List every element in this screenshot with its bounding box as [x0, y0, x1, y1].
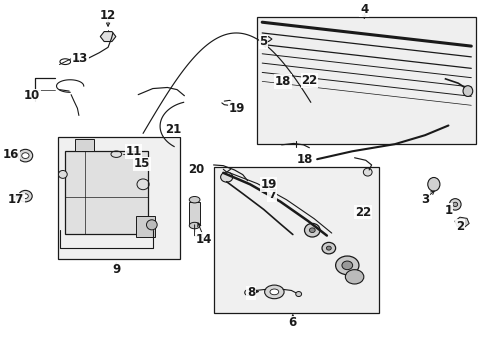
Ellipse shape: [427, 177, 439, 191]
Bar: [213, 167, 378, 313]
Ellipse shape: [448, 199, 460, 210]
Text: 9: 9: [112, 263, 120, 276]
Text: 7: 7: [267, 188, 275, 201]
Ellipse shape: [264, 285, 284, 299]
Text: 19: 19: [260, 178, 276, 191]
Ellipse shape: [325, 246, 330, 250]
Ellipse shape: [189, 197, 200, 203]
Ellipse shape: [322, 242, 335, 254]
Text: 22: 22: [354, 206, 370, 219]
Text: 13: 13: [72, 52, 88, 65]
Text: 17: 17: [7, 193, 24, 206]
Text: 6: 6: [288, 316, 296, 329]
Text: 21: 21: [165, 123, 181, 136]
Ellipse shape: [22, 194, 28, 198]
Bar: [136, 216, 155, 237]
Ellipse shape: [363, 168, 371, 176]
Bar: [75, 139, 94, 151]
Text: 2: 2: [455, 220, 463, 233]
Ellipse shape: [220, 172, 232, 182]
Ellipse shape: [345, 270, 363, 284]
Ellipse shape: [335, 256, 358, 275]
Text: 1: 1: [444, 204, 451, 217]
Ellipse shape: [19, 190, 32, 202]
Text: 16: 16: [2, 148, 19, 161]
Ellipse shape: [18, 149, 33, 162]
Text: 4: 4: [360, 3, 367, 16]
Ellipse shape: [146, 220, 157, 230]
Ellipse shape: [244, 290, 251, 296]
Bar: [257, 17, 475, 144]
Bar: [65, 151, 148, 234]
Text: 22: 22: [301, 74, 317, 87]
Bar: [189, 202, 200, 225]
Text: 18: 18: [274, 75, 291, 88]
Ellipse shape: [452, 202, 457, 207]
Bar: [58, 137, 179, 259]
Text: 20: 20: [188, 163, 204, 176]
Text: 5: 5: [259, 35, 267, 49]
Text: 11: 11: [125, 145, 141, 158]
Ellipse shape: [189, 222, 200, 229]
Ellipse shape: [462, 86, 472, 96]
Text: 18: 18: [296, 153, 312, 166]
Ellipse shape: [269, 289, 278, 295]
Ellipse shape: [341, 261, 352, 270]
Ellipse shape: [21, 153, 29, 158]
Text: 12: 12: [100, 9, 116, 22]
Ellipse shape: [309, 228, 315, 233]
Ellipse shape: [304, 224, 320, 237]
Ellipse shape: [59, 171, 67, 178]
Text: 3: 3: [420, 193, 428, 206]
Text: 15: 15: [134, 157, 150, 170]
Text: 19: 19: [228, 102, 244, 115]
Ellipse shape: [295, 292, 301, 297]
Text: 10: 10: [24, 89, 40, 102]
Text: 8: 8: [246, 287, 255, 300]
Text: 14: 14: [195, 233, 212, 246]
